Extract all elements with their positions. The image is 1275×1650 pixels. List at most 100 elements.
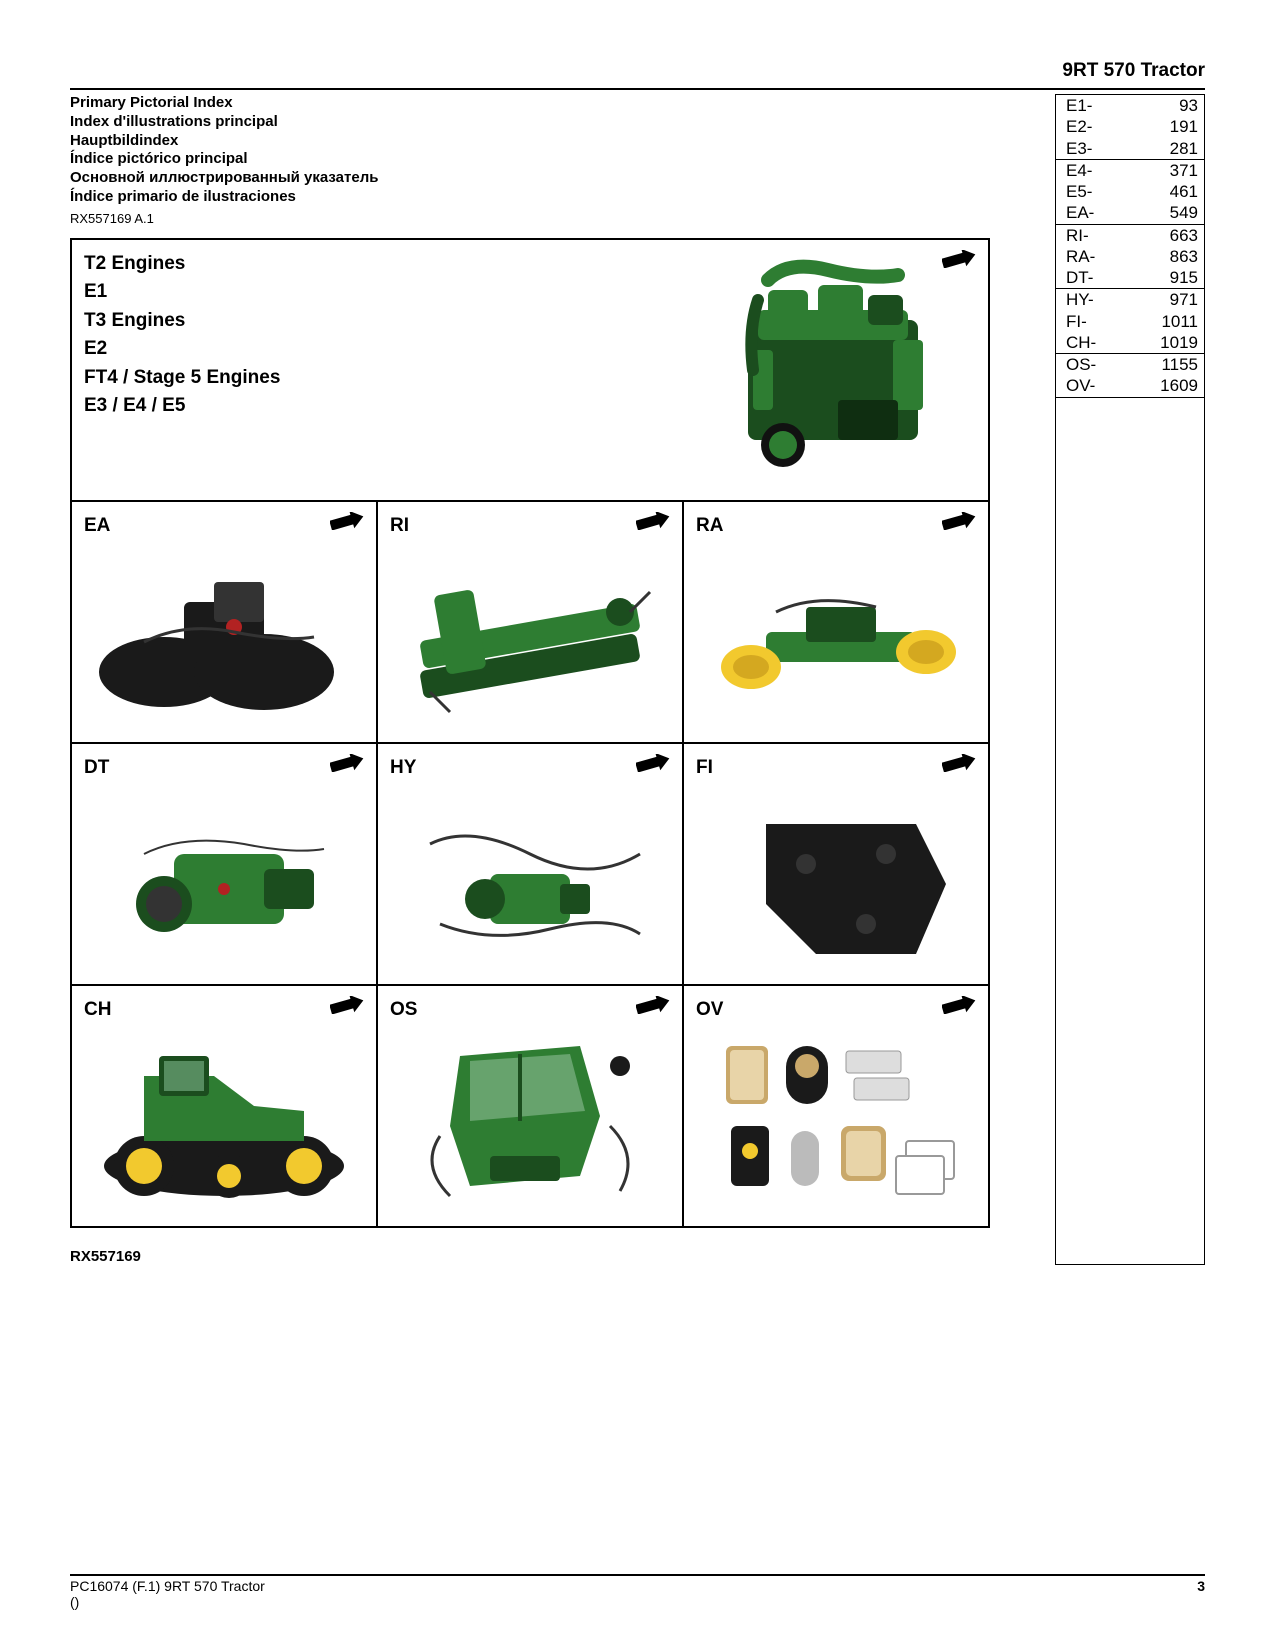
ref-code-top: RX557169 A.1 xyxy=(70,211,1041,226)
index-code: RI- xyxy=(1066,225,1089,246)
cell-os[interactable]: OS xyxy=(377,985,683,1227)
hy-illustration xyxy=(388,784,672,974)
subtitle-fr: Index d'illustrations principal xyxy=(70,113,1041,132)
side-index-table: E1- 93 E2- 191 E3- 281 E4- 371 E5- 461 EA- 549 RI- 66… xyxy=(1055,94,1205,1265)
cell-engines[interactable]: T2 Engines E1 T3 Engines E2 FT4 / Stage … xyxy=(71,239,989,501)
index-code: RA- xyxy=(1066,246,1095,267)
index-code: E5- xyxy=(1066,181,1092,202)
cell-ea[interactable]: EA xyxy=(71,501,377,743)
index-row[interactable]: OV- 1609 xyxy=(1056,375,1204,397)
subtitle-es: Índice primario de ilustraciones xyxy=(70,188,1041,207)
index-code: CH- xyxy=(1066,332,1096,353)
subtitle-de: Hauptbildindex xyxy=(70,132,1041,151)
cell-label: RI xyxy=(390,512,670,541)
index-page: 93 xyxy=(1179,95,1198,116)
index-row[interactable]: FI- 1011 xyxy=(1056,311,1204,332)
index-row[interactable]: HY- 971 xyxy=(1056,289,1204,310)
os-illustration xyxy=(388,1026,672,1216)
cell-ov[interactable]: OV xyxy=(683,985,989,1227)
index-page: 1609 xyxy=(1160,375,1198,396)
ref-code-bottom: RX557169 xyxy=(70,1248,1041,1265)
ra-illustration xyxy=(694,542,978,732)
page-header-title: 9RT 570 Tractor xyxy=(70,60,1205,82)
index-code: E4- xyxy=(1066,160,1092,181)
header-rule xyxy=(70,88,1205,90)
cell-ch[interactable]: CH xyxy=(71,985,377,1227)
index-page: 663 xyxy=(1170,225,1198,246)
index-page: 191 xyxy=(1170,116,1198,137)
index-page: 971 xyxy=(1170,289,1198,310)
cell-label: HY xyxy=(390,754,670,783)
subtitle-en: Primary Pictorial Index xyxy=(70,94,1041,113)
index-page: 915 xyxy=(1170,267,1198,288)
cell-label: FI xyxy=(696,754,976,783)
fi-illustration xyxy=(694,784,978,974)
cell-label: CH xyxy=(84,996,364,1025)
cell-label: EA xyxy=(84,512,364,541)
index-code: FI- xyxy=(1066,311,1087,332)
pictorial-grid: T2 Engines E1 T3 Engines E2 FT4 / Stage … xyxy=(70,238,990,1228)
index-row[interactable]: E3- 281 xyxy=(1056,138,1204,160)
index-page: 863 xyxy=(1170,246,1198,267)
cell-label: OS xyxy=(390,996,670,1025)
arrow-icon xyxy=(942,754,976,772)
ea-illustration xyxy=(82,542,366,732)
arrow-icon xyxy=(636,512,670,530)
cell-label: DT xyxy=(84,754,364,783)
arrow-icon xyxy=(330,512,364,530)
index-code: DT- xyxy=(1066,267,1093,288)
arrow-icon xyxy=(942,996,976,1014)
cell-label: RA xyxy=(696,512,976,541)
index-page: 1019 xyxy=(1160,332,1198,353)
dt-illustration xyxy=(82,784,366,974)
cell-ri[interactable]: RI xyxy=(377,501,683,743)
left-column: Primary Pictorial Index Index d'illustra… xyxy=(70,94,1041,1265)
ch-illustration xyxy=(82,1026,366,1216)
index-row[interactable]: OS- 1155 xyxy=(1056,354,1204,375)
arrow-icon xyxy=(636,996,670,1014)
index-row[interactable]: E2- 191 xyxy=(1056,116,1204,137)
index-page: 549 xyxy=(1170,202,1198,223)
cell-hy[interactable]: HY xyxy=(377,743,683,985)
index-row[interactable]: CH- 1019 xyxy=(1056,332,1204,354)
cell-label: OV xyxy=(696,996,976,1025)
engine-illustration xyxy=(698,250,958,480)
page-number: 3 xyxy=(1197,1578,1205,1610)
page-footer: PC16074 (F.1) 9RT 570 Tractor () 3 xyxy=(70,1574,1205,1610)
footer-rule xyxy=(70,1574,1205,1576)
index-row[interactable]: DT- 915 xyxy=(1056,267,1204,289)
subtitle-pt: Índice pictórico principal xyxy=(70,150,1041,169)
index-page: 461 xyxy=(1170,181,1198,202)
index-row[interactable]: RA- 863 xyxy=(1056,246,1204,267)
cell-ra[interactable]: RA xyxy=(683,501,989,743)
index-row[interactable]: RI- 663 xyxy=(1056,225,1204,246)
content-wrap: Primary Pictorial Index Index d'illustra… xyxy=(70,94,1205,1265)
arrow-icon xyxy=(330,754,364,772)
index-code: OV- xyxy=(1066,375,1095,396)
index-row[interactable]: EA- 549 xyxy=(1056,202,1204,224)
footer-sub: () xyxy=(70,1594,79,1610)
ov-illustration xyxy=(694,1026,978,1216)
arrow-icon xyxy=(942,512,976,530)
cell-dt[interactable]: DT xyxy=(71,743,377,985)
index-code: E3- xyxy=(1066,138,1092,159)
arrow-icon xyxy=(330,996,364,1014)
index-code: OS- xyxy=(1066,354,1096,375)
index-row[interactable]: E5- 461 xyxy=(1056,181,1204,202)
index-code: E2- xyxy=(1066,116,1092,137)
index-row[interactable]: E1- 93 xyxy=(1056,95,1204,116)
index-page: 281 xyxy=(1170,138,1198,159)
index-page: 371 xyxy=(1170,160,1198,181)
index-page: 1011 xyxy=(1161,311,1198,332)
index-code: EA- xyxy=(1066,202,1094,223)
index-code: E1- xyxy=(1066,95,1092,116)
footer-left: PC16074 (F.1) 9RT 570 Tractor xyxy=(70,1578,265,1594)
subtitle-ru: Основной иллюстрированный указатель xyxy=(70,169,1041,188)
subtitle-block: Primary Pictorial Index Index d'illustra… xyxy=(70,94,1041,207)
index-row[interactable]: E4- 371 xyxy=(1056,160,1204,181)
index-code: HY- xyxy=(1066,289,1094,310)
ri-illustration xyxy=(388,542,672,732)
index-page: 1155 xyxy=(1161,354,1198,375)
arrow-icon xyxy=(636,754,670,772)
cell-fi[interactable]: FI xyxy=(683,743,989,985)
